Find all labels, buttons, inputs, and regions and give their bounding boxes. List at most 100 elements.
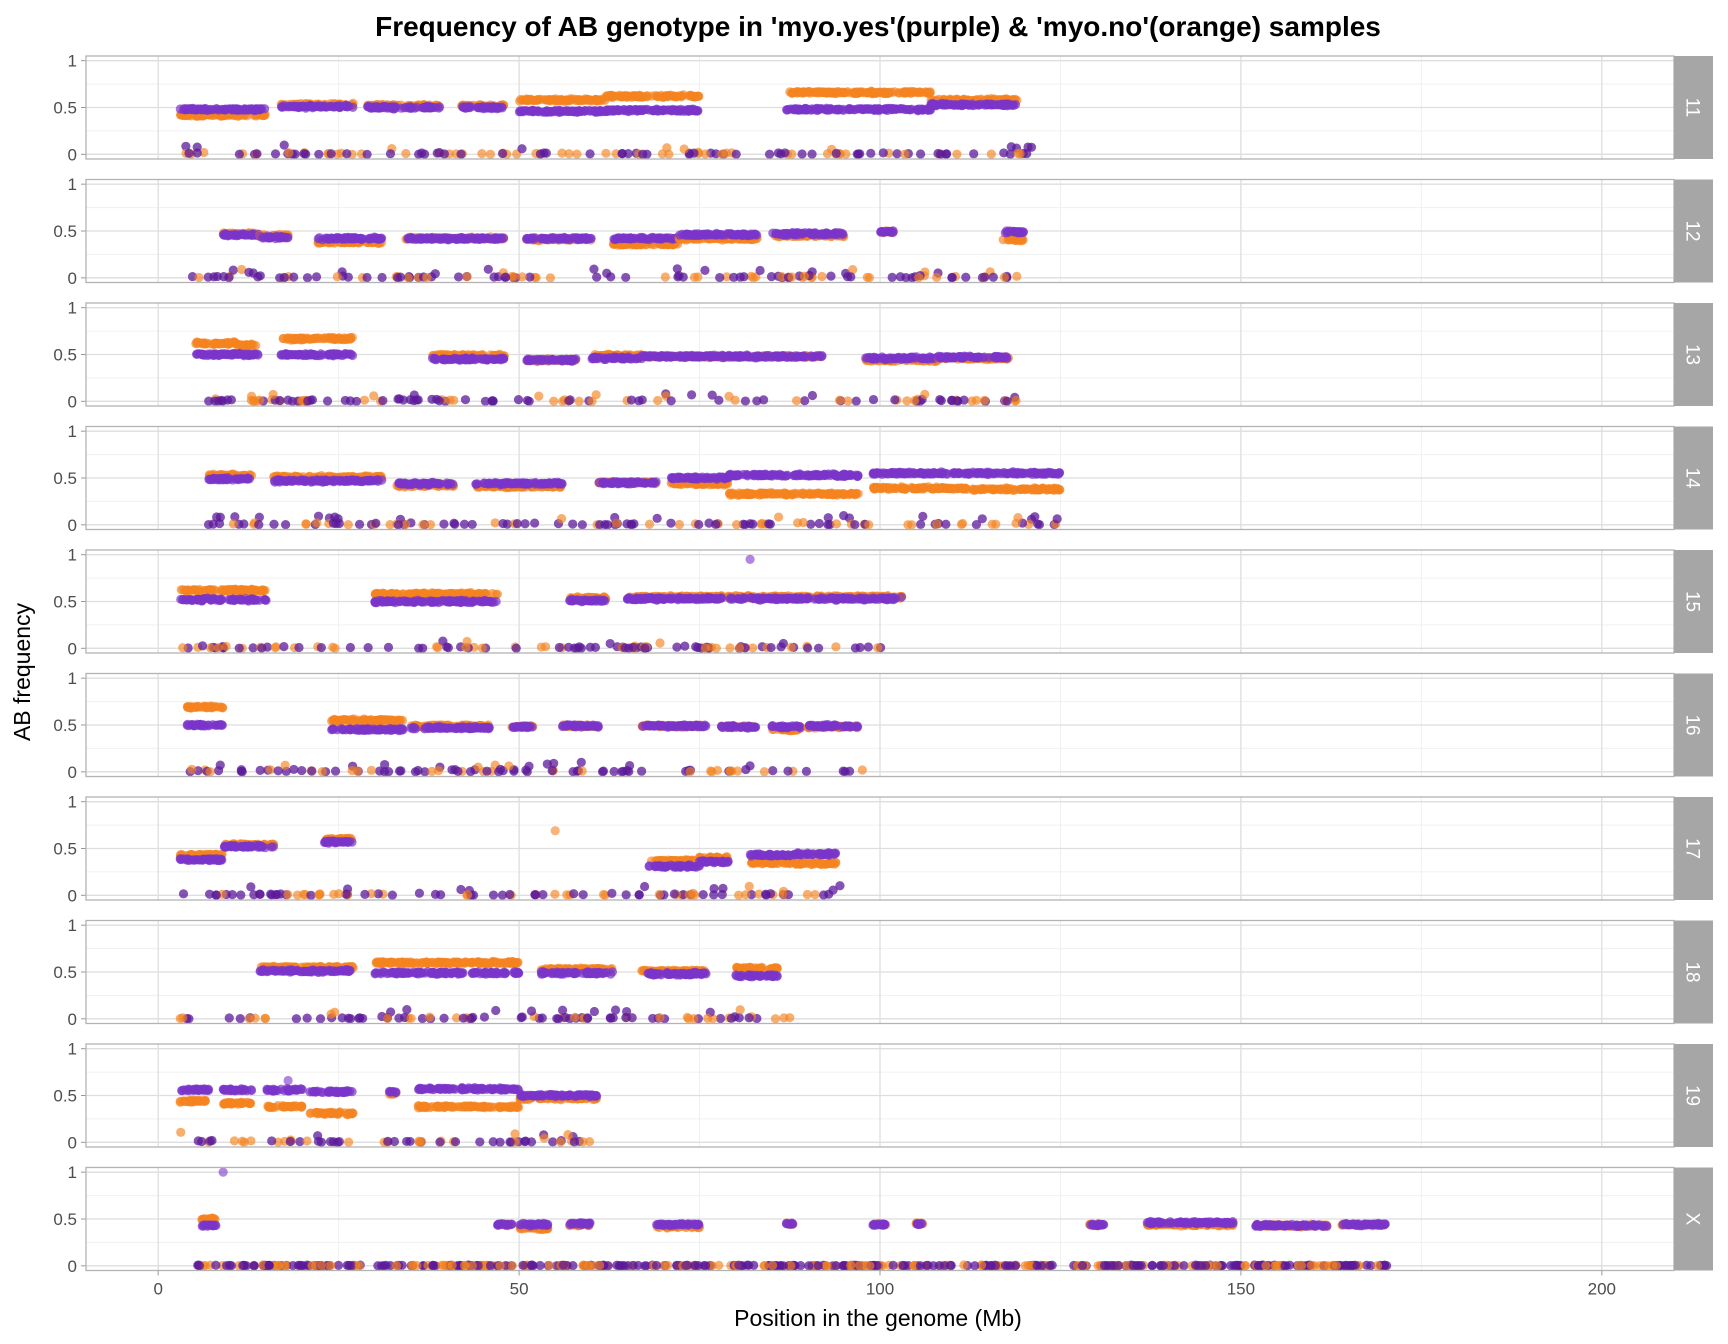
point-myo-yes <box>277 232 287 242</box>
point-myo-yes <box>489 102 500 113</box>
point-myo-no <box>644 519 655 529</box>
point-myo-yes <box>466 233 476 243</box>
point-myo-yes <box>1023 142 1033 152</box>
point-myo-yes <box>237 229 248 240</box>
point-myo-yes <box>244 104 254 114</box>
point-myo-yes <box>230 512 240 522</box>
point-myo-yes <box>365 233 376 243</box>
point-myo-no <box>791 396 802 406</box>
point-myo-yes <box>550 106 560 116</box>
point-myo-yes <box>405 395 415 405</box>
y-tick-label: 1 <box>68 422 77 441</box>
point-myo-yes <box>445 479 455 489</box>
point-myo-yes <box>253 104 263 114</box>
point-myo-yes <box>234 149 244 159</box>
point-myo-yes <box>752 396 762 406</box>
point-myo-yes <box>626 353 636 363</box>
point-myo-yes <box>300 476 311 487</box>
point-myo-yes <box>182 104 193 114</box>
point-myo-yes <box>439 355 449 365</box>
point-myo-no <box>958 518 968 529</box>
point-myo-yes <box>946 353 956 363</box>
point-myo-no <box>859 88 869 98</box>
point-myo-yes <box>619 105 629 115</box>
point-myo-yes <box>935 394 945 405</box>
point-myo-no <box>1015 149 1025 159</box>
point-myo-no <box>866 86 876 96</box>
point-myo-yes <box>668 104 678 115</box>
point-myo-yes <box>403 234 413 244</box>
point-myo-yes <box>772 351 782 361</box>
point-myo-yes <box>377 272 387 283</box>
point-myo-no <box>587 396 597 406</box>
point-myo-yes <box>666 396 676 406</box>
point-myo-yes <box>780 148 790 158</box>
point-myo-yes <box>814 518 824 529</box>
point-myo-yes <box>916 353 926 363</box>
point-myo-no <box>403 273 413 283</box>
point-myo-yes <box>477 354 487 364</box>
point-myo-no <box>690 92 701 102</box>
point-myo-yes <box>507 479 517 489</box>
point-myo-yes <box>184 148 194 158</box>
point-myo-yes <box>694 519 704 530</box>
point-myo-no <box>777 272 787 282</box>
point-myo-yes <box>797 229 808 239</box>
point-myo-yes <box>480 396 491 406</box>
point-myo-yes <box>626 395 637 405</box>
point-myo-yes <box>351 233 361 243</box>
point-myo-yes <box>233 349 244 359</box>
point-myo-yes <box>611 234 621 244</box>
point-myo-yes <box>692 351 702 361</box>
point-myo-yes <box>916 149 926 159</box>
point-myo-yes <box>279 140 289 150</box>
point-myo-yes <box>810 228 820 238</box>
point-myo-yes <box>773 229 783 239</box>
y-tick-label: 1 <box>68 175 77 194</box>
point-myo-no <box>284 148 294 158</box>
facet-strip <box>1674 179 1713 283</box>
point-myo-yes <box>755 265 765 276</box>
point-myo-no <box>647 91 657 101</box>
point-myo-yes <box>246 349 256 359</box>
facet-strip <box>1674 56 1713 159</box>
point-myo-yes <box>806 519 816 529</box>
point-myo-no <box>557 148 567 158</box>
point-myo-yes <box>533 107 543 117</box>
point-myo-yes <box>281 520 291 530</box>
point-myo-yes <box>468 353 478 364</box>
point-myo-yes <box>377 475 387 485</box>
point-myo-yes <box>766 272 777 282</box>
y-tick-label: 0.5 <box>53 99 77 118</box>
point-myo-yes <box>773 148 784 158</box>
point-myo-yes <box>226 350 237 360</box>
point-myo-yes <box>516 106 527 117</box>
point-myo-no <box>907 520 917 530</box>
point-myo-yes <box>831 148 841 158</box>
point-myo-no <box>932 272 942 282</box>
point-myo-yes <box>839 510 849 521</box>
point-myo-yes <box>302 273 313 283</box>
point-myo-yes <box>700 230 711 240</box>
point-myo-yes <box>331 233 341 244</box>
point-myo-no <box>803 87 813 97</box>
point-myo-yes <box>663 351 673 361</box>
point-myo-yes <box>735 272 745 282</box>
point-myo-yes <box>395 272 406 282</box>
point-myo-yes <box>969 149 979 159</box>
point-myo-yes <box>314 149 324 159</box>
point-myo-yes <box>222 395 233 405</box>
point-myo-no <box>611 518 622 528</box>
y-tick-label: 1 <box>68 299 77 318</box>
point-myo-yes <box>449 518 459 528</box>
point-myo-yes <box>638 149 648 159</box>
point-myo-yes <box>568 519 578 529</box>
point-myo-yes <box>740 396 751 406</box>
point-myo-yes <box>197 349 207 359</box>
point-myo-yes <box>783 230 793 240</box>
point-myo-yes <box>542 106 552 116</box>
point-myo-yes <box>535 149 546 159</box>
point-myo-yes <box>792 352 802 362</box>
point-myo-yes <box>1001 226 1012 236</box>
point-myo-yes <box>934 351 944 361</box>
